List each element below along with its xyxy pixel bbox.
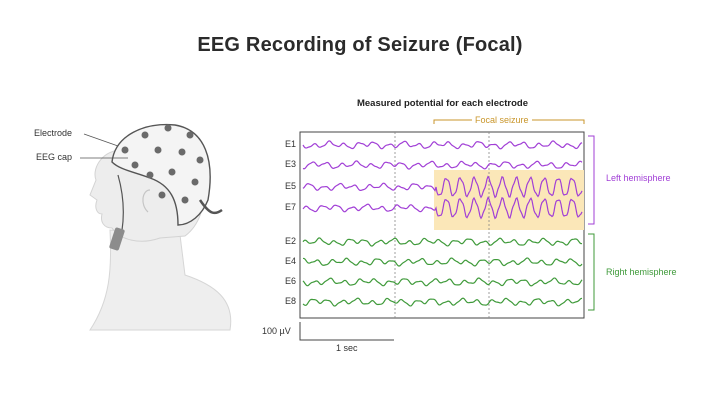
trace-e1	[302, 140, 583, 150]
channel-label-e4: E4	[284, 256, 296, 266]
left-hemisphere-label: Left hemisphere	[606, 173, 671, 183]
right-hemisphere-label: Right hemisphere	[606, 267, 677, 277]
trace-e6	[302, 277, 583, 287]
trace-e8	[302, 297, 583, 307]
channel-label-e5: E5	[284, 181, 296, 191]
right-hemisphere-bracket	[588, 233, 595, 311]
trace-e7	[302, 196, 583, 220]
page-title: EEG Recording of Seizure (Focal)	[197, 34, 523, 56]
channel-label-e7: E7	[284, 202, 296, 212]
channel-label-e1: E1	[284, 139, 296, 149]
trace-e3	[302, 160, 583, 170]
trace-e2	[302, 237, 583, 247]
left-hemisphere-bracket	[588, 135, 595, 225]
trace-e4	[302, 257, 583, 267]
head-illustration	[80, 123, 232, 331]
voltage-scale-label: 100 µV	[262, 326, 291, 336]
channel-label-e8: E8	[284, 296, 296, 306]
channel-label-e6: E6	[284, 276, 296, 286]
focal-seizure-label: Focal seizure	[472, 115, 532, 125]
time-scale-label: 1 sec	[336, 343, 358, 353]
scale-bar	[299, 322, 394, 341]
chart-subtitle: Measured potential for each electrode	[356, 98, 529, 109]
eeg-cap-label: EEG cap	[36, 152, 73, 162]
eeg-traces	[302, 140, 583, 307]
seizure-highlight	[434, 170, 584, 230]
trace-e5	[302, 175, 583, 199]
channel-label-e3: E3	[284, 159, 296, 169]
channel-label-e2: E2	[284, 236, 296, 246]
electrode-label: Electrode	[34, 128, 73, 138]
